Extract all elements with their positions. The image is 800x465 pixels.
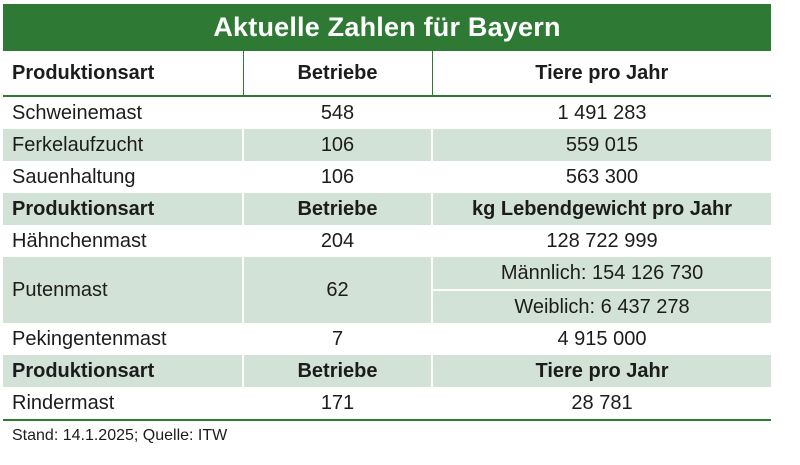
table-row: Ferkelaufzucht 106 559 015 [3,129,771,161]
stats-table: Produktionsart Betriebe Tiere pro Jahr S… [3,51,771,419]
row-value: 559 015 [431,129,771,161]
row-name: Rindermast [12,392,115,414]
table-row: Sauenhaltung 106 563 300 [3,161,771,193]
header-produktionsart: Produktionsart [3,193,243,225]
row-name: Putenmast [3,257,243,323]
header-row: Produktionsart Betriebe Tiere pro Jahr [3,355,771,387]
row-value: 28 781 [431,387,771,419]
source-note: Stand: 14.1.2025; Quelle: ITW [12,427,228,444]
row-value-female: Weiblich: 6 437 278 [514,296,690,318]
row-betriebe: 171 [242,387,432,419]
table-row: Schweinemast 548 1 491 283 [3,96,771,129]
row-betriebe: 106 [242,129,432,161]
header-betriebe: Betriebe [242,193,432,225]
row-value-male: Männlich: 154 126 730 [433,257,771,291]
row-value: 4 915 000 [431,323,771,355]
table-row: Pekingentenmast 7 4 915 000 [3,323,771,355]
row-betriebe: 204 [242,225,432,257]
stats-card: Aktuelle Zahlen für Bayern Produktionsar… [3,4,771,451]
row-betriebe: 548 [242,96,432,129]
table-row: Rindermast 171 28 781 [3,387,771,419]
header-value: kg Lebendgewicht pro Jahr [431,193,771,225]
row-name: Sauenhaltung [12,166,136,188]
row-name: Ferkelaufzucht [3,129,243,161]
row-name: Schweinemast [12,102,143,124]
row-value-split: Männlich: 154 126 730 Weiblich: 6 437 27… [431,257,771,323]
header-produktionsart: Produktionsart [3,51,243,97]
row-name: Pekingentenmast [12,328,167,350]
header-value: Tiere pro Jahr [431,51,771,97]
row-betriebe: 7 [242,323,432,355]
bottom-rule [3,419,771,421]
header-betriebe: Betriebe [242,51,432,97]
row-betriebe: 106 [242,161,432,193]
header-value: Tiere pro Jahr [431,355,771,387]
row-value: 1 491 283 [431,96,771,129]
table-row: Putenmast 62 Männlich: 154 126 730 Weibl… [3,257,771,323]
row-value: 128 722 999 [431,225,771,257]
header-row: Produktionsart Betriebe kg Lebendgewicht… [3,193,771,225]
row-value: 563 300 [431,161,771,193]
table-title: Aktuelle Zahlen für Bayern [3,4,771,51]
header-betriebe: Betriebe [242,355,432,387]
row-name: Hähnchenmast [12,230,147,252]
header-row: Produktionsart Betriebe Tiere pro Jahr [3,51,771,97]
header-produktionsart: Produktionsart [3,355,243,387]
table-row: Hähnchenmast 204 128 722 999 [3,225,771,257]
row-betriebe: 62 [242,257,432,323]
